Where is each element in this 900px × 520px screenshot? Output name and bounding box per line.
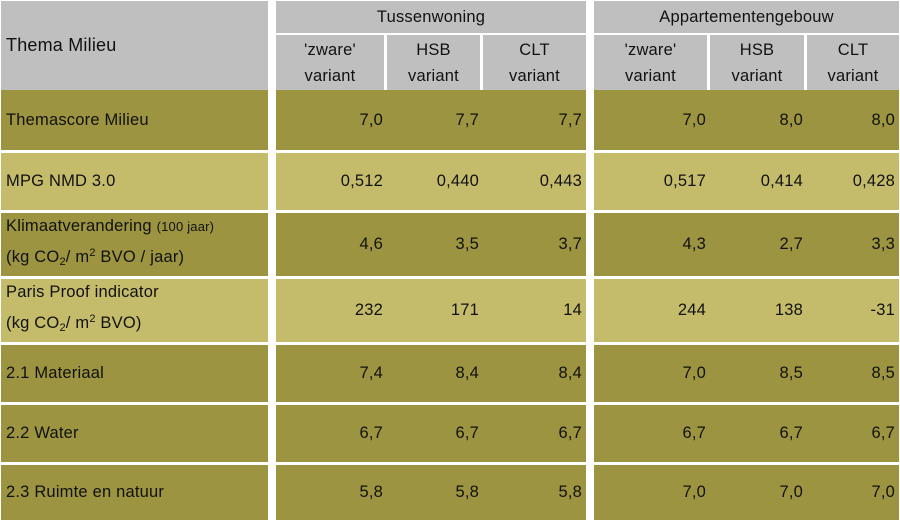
cell-value: 7,7 [483,90,586,150]
group-header-appartementengebouw: Appartementengebouw [594,1,899,35]
table-row: 2.2 Water 6,7 6,7 6,7 6,7 6,7 6,7 [1,402,899,462]
cell-value: 5,8 [276,462,387,520]
cell-value: 7,0 [807,462,899,520]
cell-value: 3,3 [807,210,899,276]
cell-value: 8,5 [710,342,807,402]
cell-value: 7,0 [276,90,387,150]
cell-value: 7,0 [594,90,710,150]
row-label: 2.3 Ruimte en natuur [1,462,268,520]
cell-value: 8,0 [807,90,899,150]
cell-value: 0,517 [594,150,710,210]
cell-value: 7,7 [387,90,483,150]
cell-value: 5,8 [483,462,586,520]
cell-value: 0,428 [807,150,899,210]
cell-value: 7,0 [594,462,710,520]
subheader-zware-variant: 'zware' variant [276,35,387,90]
cell-value: 232 [276,276,387,342]
cell-value: 4,3 [594,210,710,276]
cell-value: 6,7 [276,402,387,462]
cell-value: 8,0 [710,90,807,150]
cell-value: 8,5 [807,342,899,402]
subheader-clt-variant: CLT variant [807,35,899,90]
cell-value: 0,440 [387,150,483,210]
cell-value: 7,4 [276,342,387,402]
table-row: Themascore Milieu 7,0 7,7 7,7 7,0 8,0 8,… [1,90,899,150]
cell-value: 0,512 [276,150,387,210]
cell-value: 244 [594,276,710,342]
cell-value: 5,8 [387,462,483,520]
subheader-clt-variant: CLT variant [483,35,586,90]
cell-value: 7,0 [594,342,710,402]
cell-value: 0,414 [710,150,807,210]
subheader-zware-variant: 'zware' variant [594,35,710,90]
cell-value: 3,7 [483,210,586,276]
table-row: 2.3 Ruimte en natuur 5,8 5,8 5,8 7,0 7,0… [1,462,899,520]
row-label: Themascore Milieu [1,90,268,150]
corner-label: Thema Milieu [1,1,268,90]
table-row: Paris Proof indicator (kg CO2/ m2 BVO) 2… [1,276,899,342]
group-header-tussenwoning: Tussenwoning [276,1,586,35]
table-row: Klimaatverandering (100 jaar) (kg CO2/ m… [1,210,899,276]
subheader-hsb-variant: HSB variant [387,35,483,90]
cell-value: 138 [710,276,807,342]
row-label: Klimaatverandering (100 jaar) (kg CO2/ m… [1,210,268,276]
cell-value: 3,5 [387,210,483,276]
row-label: 2.2 Water [1,402,268,462]
cell-value: 2,7 [710,210,807,276]
row-label: 2.1 Materiaal [1,342,268,402]
row-label: MPG NMD 3.0 [1,150,268,210]
cell-value: 8,4 [483,342,586,402]
cell-value: 14 [483,276,586,342]
cell-value: 6,7 [710,402,807,462]
cell-value: -31 [807,276,899,342]
table-row: 2.1 Materiaal 7,4 8,4 8,4 7,0 8,5 8,5 [1,342,899,402]
cell-value: 0,443 [483,150,586,210]
cell-value: 6,7 [387,402,483,462]
cell-value: 4,6 [276,210,387,276]
table-row: MPG NMD 3.0 0,512 0,440 0,443 0,517 0,41… [1,150,899,210]
cell-value: 171 [387,276,483,342]
cell-value: 6,7 [594,402,710,462]
cell-value: 8,4 [387,342,483,402]
row-label: Paris Proof indicator (kg CO2/ m2 BVO) [1,276,268,342]
subheader-hsb-variant: HSB variant [710,35,807,90]
cell-value: 6,7 [807,402,899,462]
cell-value: 6,7 [483,402,586,462]
cell-value: 7,0 [710,462,807,520]
